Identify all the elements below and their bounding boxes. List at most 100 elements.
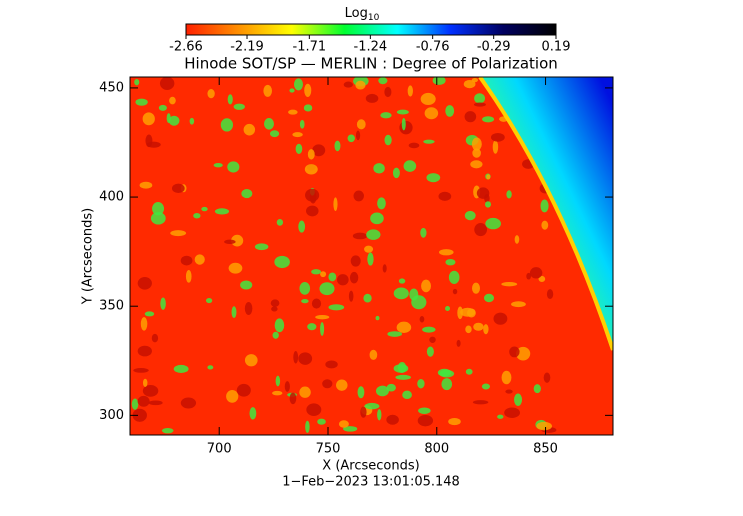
- texture-blob: [384, 86, 392, 98]
- texture-blob: [448, 270, 460, 284]
- texture-blob: [284, 381, 290, 392]
- texture-blob: [355, 80, 366, 90]
- texture-blob: [364, 402, 380, 410]
- texture-blob: [338, 420, 349, 428]
- texture-blob: [409, 288, 419, 301]
- texture-blob: [438, 249, 454, 256]
- texture-blob: [471, 137, 482, 151]
- texture-blob: [274, 318, 285, 333]
- colorbar-label-sub: 10: [368, 13, 380, 23]
- texture-blob: [299, 282, 311, 295]
- texture-blob: [325, 360, 338, 369]
- texture-blob: [408, 142, 420, 149]
- texture-blob: [486, 174, 491, 180]
- texture-blob: [445, 305, 451, 311]
- texture-blob: [201, 206, 208, 212]
- texture-blob: [185, 269, 192, 283]
- texture-blob: [135, 98, 148, 106]
- limb-edge: [478, 77, 613, 351]
- texture-blob: [418, 407, 431, 414]
- colorbar-tick-label: -1.71: [293, 40, 327, 55]
- texture-blob: [419, 316, 425, 323]
- x-tick-label: 750: [316, 442, 341, 457]
- texture-blob: [472, 148, 481, 158]
- texture-blob: [473, 102, 486, 107]
- texture-blob: [171, 183, 185, 194]
- texture-blob: [484, 201, 492, 208]
- x-tick-label: 850: [533, 442, 558, 457]
- texture-blob: [159, 77, 175, 90]
- texture-blob: [272, 331, 279, 339]
- texture-blob: [355, 130, 361, 141]
- texture-blob: [472, 400, 489, 405]
- texture-blob: [137, 276, 152, 290]
- texture-blob: [370, 212, 384, 225]
- texture-blob: [133, 368, 149, 373]
- texture-blob: [144, 311, 155, 317]
- texture-blob: [189, 117, 195, 125]
- texture-blob: [150, 212, 166, 225]
- image-limb: [480, 77, 613, 350]
- texture-blob: [470, 160, 483, 169]
- texture-blob: [213, 162, 223, 168]
- texture-blob: [352, 232, 368, 240]
- texture-blob: [395, 374, 411, 380]
- texture-blob: [464, 210, 476, 221]
- y-tick-label: 400: [99, 190, 124, 205]
- texture-blob: [220, 118, 234, 132]
- colorbar-tick-label: -0.76: [416, 40, 450, 55]
- texture-blob: [452, 288, 458, 295]
- texture-blob: [426, 346, 434, 357]
- texture-blob: [160, 297, 166, 310]
- texture-blob: [356, 119, 366, 130]
- texture-blob: [243, 123, 256, 136]
- texture-blob: [180, 397, 197, 409]
- texture-blob: [348, 290, 354, 302]
- texture-blob: [271, 306, 278, 312]
- texture-blob: [483, 293, 495, 303]
- texture-blob: [304, 83, 312, 97]
- texture-blob: [421, 279, 432, 293]
- texture-blob: [357, 386, 365, 399]
- texture-blob: [293, 351, 299, 364]
- texture-blob: [132, 408, 147, 422]
- texture-blob: [244, 301, 253, 315]
- texture-blob: [432, 77, 446, 85]
- texture-blob: [131, 398, 139, 410]
- texture-blob: [392, 167, 400, 179]
- texture-blob: [471, 77, 478, 83]
- texture-blob: [456, 339, 461, 347]
- texture-blob: [311, 269, 322, 275]
- texture-blob: [398, 278, 406, 284]
- texture-blob: [353, 190, 364, 202]
- texture-blob: [417, 378, 425, 389]
- texture-blob: [299, 386, 311, 398]
- texture-blob: [207, 365, 214, 370]
- x-axis-label: X (Arcseconds): [322, 459, 419, 474]
- y-tick-label: 450: [99, 80, 124, 95]
- texture-blob: [515, 346, 531, 361]
- texture-blob: [180, 255, 193, 266]
- texture-blob: [543, 372, 551, 383]
- texture-blob: [482, 116, 495, 123]
- colorbar-tick-label: -0.29: [477, 40, 511, 55]
- texture-blob: [396, 109, 409, 115]
- texture-blob: [538, 275, 546, 283]
- texture-blob: [541, 220, 549, 230]
- colorbar-tick-label: 0.19: [542, 40, 571, 55]
- texture-blob: [445, 105, 455, 117]
- texture-blob: [224, 239, 236, 245]
- texture-blob: [460, 307, 476, 317]
- texture-blob: [254, 243, 269, 251]
- texture-blob: [140, 317, 148, 331]
- texture-blob: [134, 78, 140, 86]
- texture-blob: [424, 107, 439, 120]
- texture-blob: [402, 390, 412, 400]
- texture-blob: [244, 354, 258, 367]
- texture-blob: [275, 375, 281, 387]
- texture-blob: [328, 304, 345, 311]
- texture-blob: [365, 93, 379, 103]
- image: [130, 77, 613, 435]
- texture-blob: [276, 218, 284, 226]
- texture-blob: [492, 140, 499, 154]
